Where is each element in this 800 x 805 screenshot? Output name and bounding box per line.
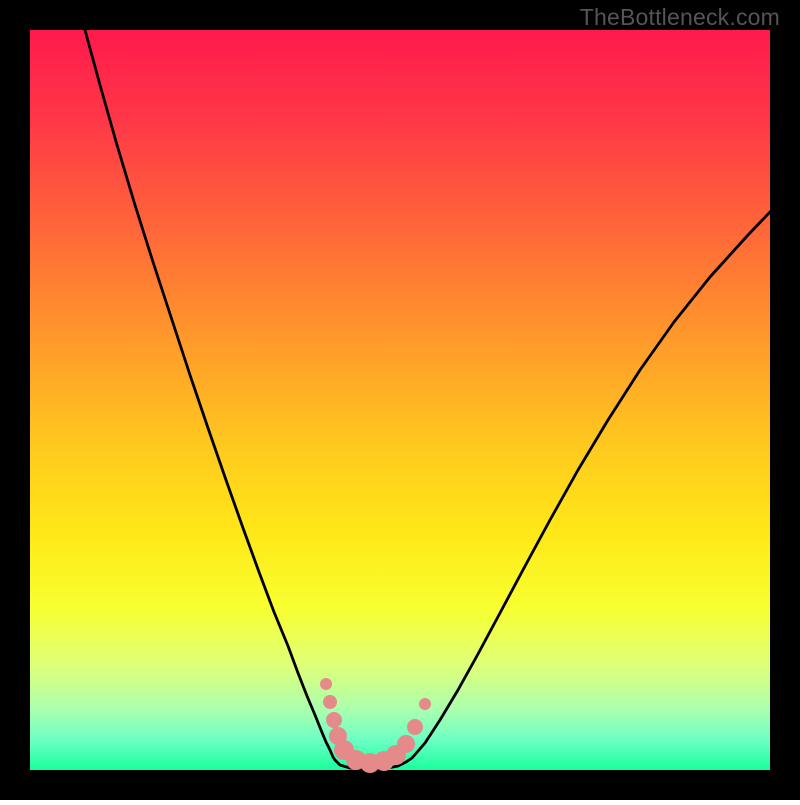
chart-canvas: TheBottleneck.com — [0, 0, 800, 800]
bottleneck-chart-svg — [0, 0, 800, 800]
watermark-text: TheBottleneck.com — [580, 4, 780, 31]
